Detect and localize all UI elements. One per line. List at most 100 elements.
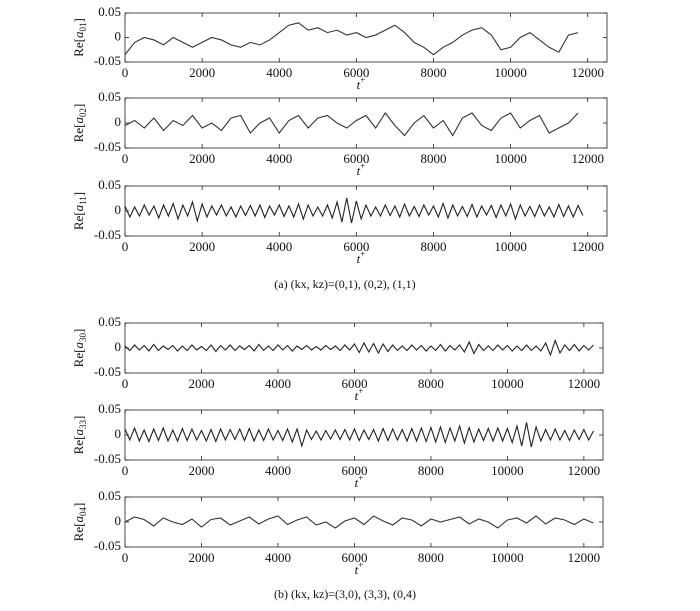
series-line [124, 338, 594, 357]
x-tick-label: 2000 [188, 376, 214, 391]
y-tick-label: 0.05 [98, 488, 121, 503]
y-axis-label-part: ] [71, 503, 86, 507]
x-tick-label: 8000 [418, 463, 444, 478]
y-tick-label: 0.05 [98, 177, 121, 192]
y-axis-label: Re[a01] [71, 18, 88, 57]
plot-frame [124, 97, 608, 149]
x-tick-label: 6000 [343, 239, 369, 254]
x-tick-label: 12000 [571, 239, 604, 254]
x-axis-label-part: + [360, 161, 365, 171]
y-axis-label-part: 04 [78, 507, 88, 517]
x-axis-label-part: t [355, 388, 359, 403]
x-tick-label: 6000 [341, 550, 367, 565]
x-axis-label: t+ [355, 560, 364, 577]
x-tick-label: 8000 [420, 65, 446, 80]
x-tick-label: 12000 [568, 463, 601, 478]
y-tick-label: 0 [115, 513, 122, 528]
x-tick-label: 2000 [188, 463, 214, 478]
x-tick-label: 12000 [571, 65, 604, 80]
x-axis-label-part: + [360, 75, 365, 85]
series-line [124, 197, 584, 224]
y-axis-label: Re[a04] [71, 503, 88, 542]
y-tick-label: -0.05 [94, 451, 121, 466]
x-tick-label: 8000 [418, 376, 444, 391]
y-axis-label-part: ] [71, 416, 86, 420]
y-axis-label: Re[a33] [71, 416, 88, 455]
y-tick-label: 0.05 [98, 314, 121, 329]
y-axis-label-part: a [71, 204, 86, 211]
x-tick-label: 10000 [491, 376, 524, 391]
x-tick-label: 4000 [265, 463, 291, 478]
y-tick-label: 0 [115, 202, 122, 217]
y-axis-label-part: 02 [78, 108, 88, 117]
caption: (a) (kx, kz)=(0,1), (0,2), (1,1) [274, 277, 415, 291]
y-tick-label: 0 [115, 28, 122, 43]
y-tick-label: -0.05 [94, 538, 121, 553]
y-axis-label-part: Re[ [71, 349, 86, 368]
y-axis-label-part: Re[ [71, 124, 86, 143]
x-tick-label: 10000 [494, 239, 527, 254]
series-line [124, 422, 594, 448]
x-axis-label-part: + [358, 560, 363, 570]
y-axis-label-part: 01 [78, 23, 88, 32]
x-tick-label: 2000 [189, 239, 215, 254]
y-tick-label: 0 [115, 426, 122, 441]
y-axis-label: Re[a11] [71, 192, 88, 230]
x-tick-label: 6000 [343, 65, 369, 80]
y-axis-label-part: 30 [78, 333, 88, 343]
x-tick-label: 10000 [494, 151, 527, 166]
plot-frame [124, 322, 604, 374]
y-tick-label: -0.05 [94, 139, 121, 154]
x-axis-label-part: t [357, 77, 361, 92]
x-tick-label: 0 [122, 239, 129, 254]
y-axis-label: Re[a02] [71, 104, 88, 143]
y-axis-label-part: a [71, 516, 86, 523]
caption: (b) (kx, kz)=(3,0), (3,3), (0,4) [274, 587, 416, 601]
y-tick-label: 0 [115, 114, 122, 129]
y-axis-label-part: ] [71, 192, 86, 196]
x-axis-label-part: t [355, 475, 359, 490]
y-tick-label: 0.05 [98, 89, 121, 104]
x-axis-label-part: + [358, 473, 363, 483]
y-axis-label-part: Re[ [71, 523, 86, 542]
x-tick-label: 4000 [265, 550, 291, 565]
x-tick-label: 12000 [568, 376, 601, 391]
y-axis-label-part: a [71, 342, 86, 349]
x-tick-label: 6000 [341, 463, 367, 478]
x-tick-label: 10000 [491, 550, 524, 565]
x-tick-label: 2000 [188, 550, 214, 565]
plot-frame [124, 496, 604, 548]
y-axis-label-part: a [71, 117, 86, 124]
x-tick-label: 10000 [491, 463, 524, 478]
x-axis-label-part: t [357, 251, 361, 266]
series-line [124, 515, 594, 529]
x-tick-label: 6000 [341, 376, 367, 391]
y-axis-label-part: 33 [78, 420, 88, 430]
y-axis-label-part: ] [71, 18, 86, 22]
y-axis-label-part: Re[ [71, 436, 86, 455]
y-axis-label-part: Re[ [71, 211, 86, 230]
y-axis-label-part: ] [71, 104, 86, 108]
x-tick-label: 4000 [266, 151, 292, 166]
x-tick-label: 4000 [266, 239, 292, 254]
x-tick-label: 2000 [189, 151, 215, 166]
y-tick-label: 0 [115, 339, 122, 354]
x-axis-label: t+ [357, 75, 366, 92]
x-tick-label: 0 [122, 463, 129, 478]
x-axis-label-part: + [360, 249, 365, 259]
x-tick-label: 12000 [571, 151, 604, 166]
y-axis-label: Re[a30] [71, 329, 88, 368]
x-tick-label: 0 [122, 151, 129, 166]
plot-frame [124, 409, 604, 461]
x-axis-label: t+ [355, 386, 364, 403]
series-line [124, 112, 579, 137]
x-tick-label: 2000 [189, 65, 215, 80]
x-tick-label: 8000 [420, 151, 446, 166]
y-tick-label: -0.05 [94, 53, 121, 68]
x-tick-label: 0 [122, 376, 129, 391]
x-axis-label: t+ [357, 249, 366, 266]
x-axis-label-part: t [357, 163, 361, 178]
y-tick-label: 0.05 [98, 4, 121, 19]
y-axis-label-part: ] [71, 329, 86, 333]
